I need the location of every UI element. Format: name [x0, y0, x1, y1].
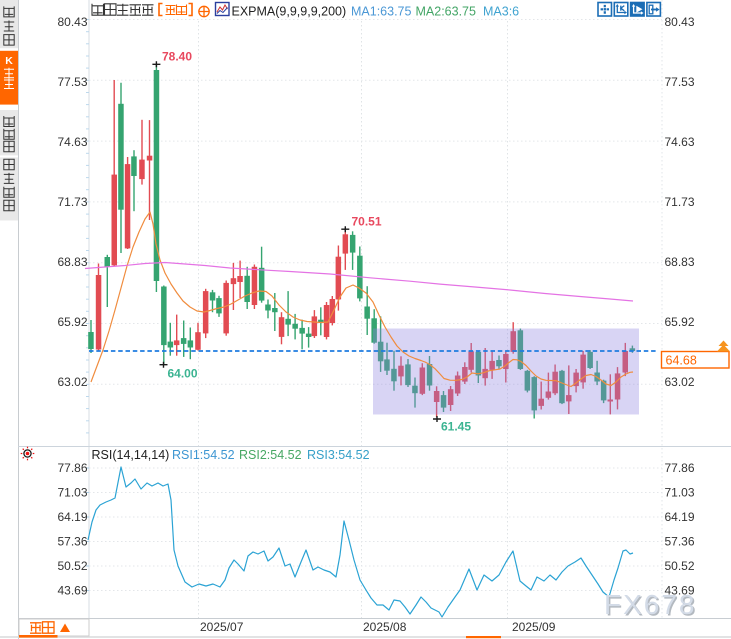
svg-text:65.92: 65.92 [57, 315, 87, 329]
svg-text:RSI(14,14,14): RSI(14,14,14) [92, 448, 170, 462]
svg-text:77.86: 77.86 [57, 461, 87, 475]
svg-text:2025/08: 2025/08 [363, 620, 407, 634]
svg-text:68.83: 68.83 [57, 255, 87, 269]
svg-text:63.02: 63.02 [57, 375, 87, 389]
svg-text:80.43: 80.43 [665, 15, 695, 29]
svg-text:43.69: 43.69 [665, 584, 695, 598]
svg-text:80.43: 80.43 [57, 15, 87, 29]
svg-text:RSI2:54.52: RSI2:54.52 [239, 448, 302, 462]
svg-text:63.02: 63.02 [665, 375, 695, 389]
svg-text:68.83: 68.83 [665, 255, 695, 269]
svg-text:FX678: FX678 [606, 591, 699, 622]
svg-text:64.68: 64.68 [666, 354, 697, 368]
svg-text:71.03: 71.03 [57, 486, 87, 500]
svg-text:MA1:63.75: MA1:63.75 [351, 5, 412, 19]
svg-text:77.86: 77.86 [665, 461, 695, 475]
svg-text:71.03: 71.03 [665, 486, 695, 500]
svg-text:MA2:63.75: MA2:63.75 [416, 5, 477, 19]
svg-text:RSI3:54.52: RSI3:54.52 [307, 448, 370, 462]
svg-text:57.36: 57.36 [57, 535, 87, 549]
svg-text:2025/09: 2025/09 [512, 620, 556, 634]
svg-text:71.73: 71.73 [665, 195, 695, 209]
svg-text:74.63: 74.63 [57, 135, 87, 149]
svg-text:64.19: 64.19 [665, 510, 695, 524]
svg-text:RSI1:54.52: RSI1:54.52 [172, 448, 235, 462]
svg-text:61.45: 61.45 [441, 420, 471, 434]
svg-text:71.73: 71.73 [57, 195, 87, 209]
svg-text:50.52: 50.52 [57, 559, 87, 573]
svg-text:65.92: 65.92 [665, 315, 695, 329]
svg-text:77.53: 77.53 [57, 75, 87, 89]
svg-text:2025/07: 2025/07 [200, 620, 244, 634]
svg-text:74.63: 74.63 [665, 135, 695, 149]
svg-text:K: K [5, 55, 13, 67]
svg-text:64.19: 64.19 [57, 510, 87, 524]
svg-text:77.53: 77.53 [665, 75, 695, 89]
svg-text:50.52: 50.52 [665, 559, 695, 573]
svg-text:78.40: 78.40 [162, 50, 192, 64]
svg-text:57.36: 57.36 [665, 535, 695, 549]
svg-text:FX678: FX678 [604, 589, 697, 620]
svg-text:70.51: 70.51 [352, 215, 382, 229]
svg-text:43.69: 43.69 [57, 584, 87, 598]
svg-text:64.00: 64.00 [168, 367, 198, 381]
svg-text:EXPMA(9,9,9,9,200): EXPMA(9,9,9,9,200) [232, 5, 347, 19]
svg-text:MA3:6: MA3:6 [483, 5, 519, 19]
